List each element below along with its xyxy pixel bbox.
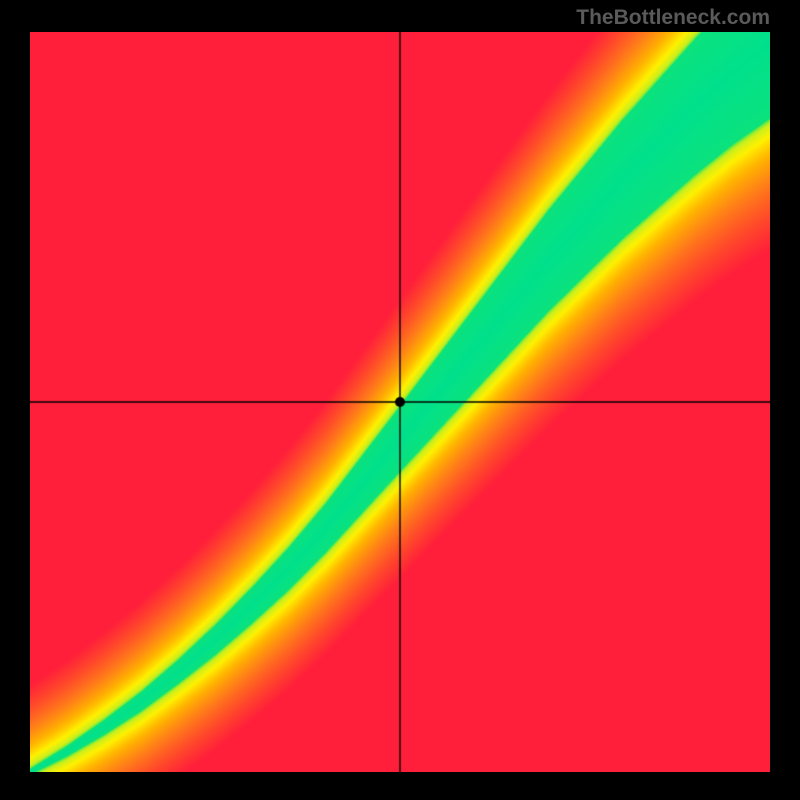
heatmap-canvas	[30, 32, 770, 772]
chart-container: TheBottleneck.com	[0, 0, 800, 800]
watermark-text: TheBottleneck.com	[576, 6, 770, 30]
